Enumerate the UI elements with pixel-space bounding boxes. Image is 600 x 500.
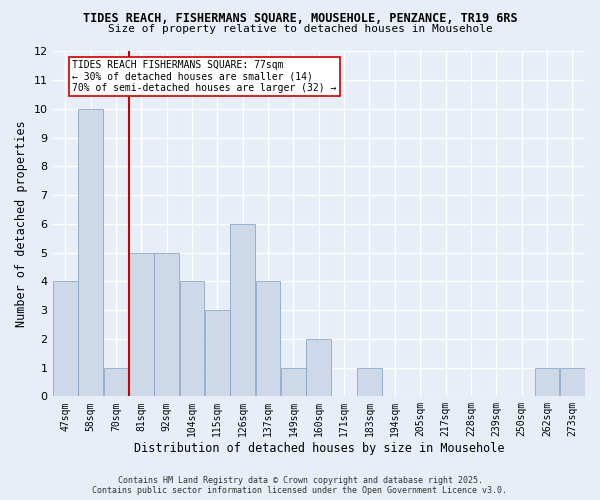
Bar: [154, 252, 179, 396]
Bar: [535, 368, 559, 396]
Bar: [179, 282, 204, 397]
Text: Size of property relative to detached houses in Mousehole: Size of property relative to detached ho…: [107, 24, 493, 34]
Y-axis label: Number of detached properties: Number of detached properties: [15, 120, 28, 327]
Bar: [307, 339, 331, 396]
Bar: [560, 368, 584, 396]
Bar: [78, 109, 103, 397]
Bar: [53, 282, 77, 397]
Bar: [230, 224, 255, 396]
Bar: [129, 252, 154, 396]
Text: TIDES REACH FISHERMANS SQUARE: 77sqm
← 30% of detached houses are smaller (14)
7: TIDES REACH FISHERMANS SQUARE: 77sqm ← 3…: [73, 60, 337, 94]
Text: TIDES REACH, FISHERMANS SQUARE, MOUSEHOLE, PENZANCE, TR19 6RS: TIDES REACH, FISHERMANS SQUARE, MOUSEHOL…: [83, 12, 517, 26]
Bar: [357, 368, 382, 396]
Text: Contains HM Land Registry data © Crown copyright and database right 2025.
Contai: Contains HM Land Registry data © Crown c…: [92, 476, 508, 495]
Bar: [205, 310, 230, 396]
X-axis label: Distribution of detached houses by size in Mousehole: Distribution of detached houses by size …: [134, 442, 504, 455]
Bar: [104, 368, 128, 396]
Bar: [256, 282, 280, 397]
Bar: [281, 368, 306, 396]
